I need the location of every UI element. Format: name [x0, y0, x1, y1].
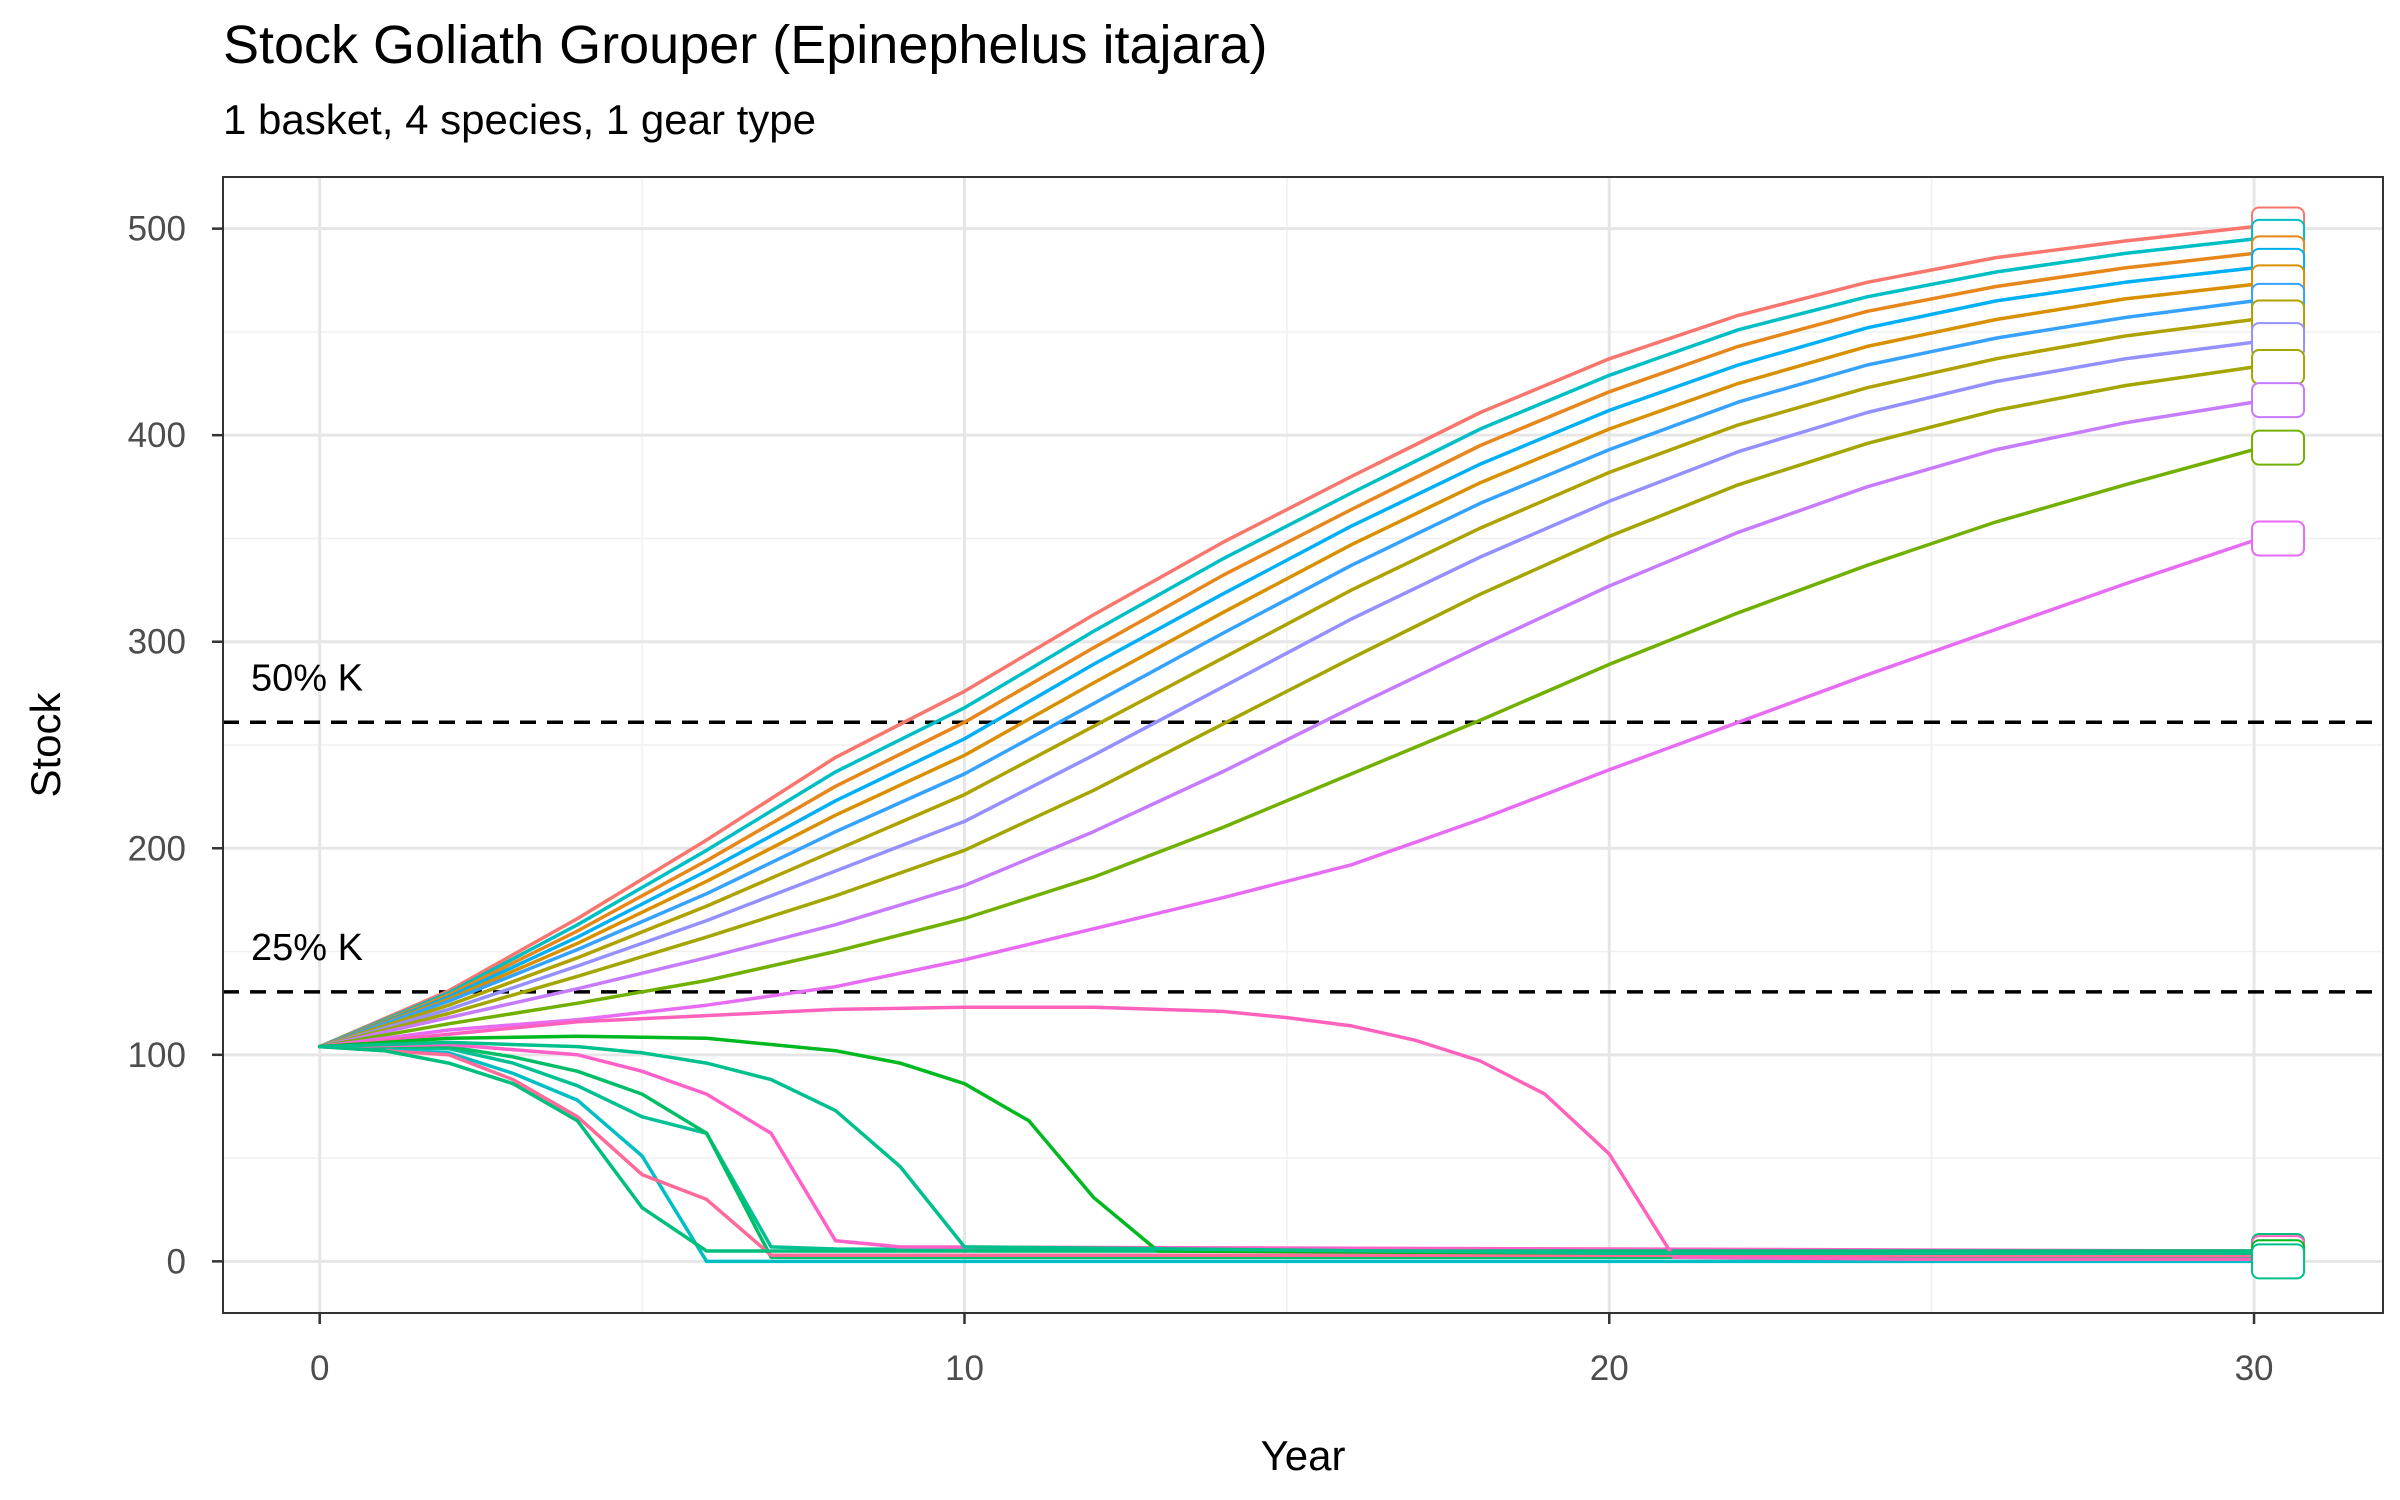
series-line	[317, 340, 2256, 1049]
reference-line-label: 50% K	[251, 657, 363, 699]
y-tick-label: 300	[128, 623, 186, 662]
series-line	[317, 317, 2256, 1049]
y-tick-label: 400	[128, 416, 186, 455]
series-line	[317, 365, 2256, 1049]
x-tick-label: 20	[1590, 1349, 1629, 1388]
y-tick-label: 100	[128, 1036, 186, 1075]
series-line	[317, 538, 2256, 1049]
series-line	[317, 447, 2256, 1049]
series-line	[317, 1005, 2256, 1262]
series-end-label	[2251, 1243, 2306, 1280]
series-end-label	[2251, 382, 2306, 419]
series-lines	[317, 224, 2256, 1264]
series-line	[317, 1044, 2256, 1264]
series-line	[317, 400, 2256, 1049]
y-axis-title: Stock	[22, 691, 69, 797]
end-labels	[2251, 206, 2306, 1280]
y-tick-label: 500	[128, 210, 186, 249]
y-tick-label: 200	[128, 829, 186, 868]
series-line	[317, 266, 2256, 1049]
chart-subtitle: 1 basket, 4 species, 1 gear type	[223, 96, 817, 143]
reference-lines: 50% K 25% K	[223, 657, 2383, 994]
x-tick-label: 10	[945, 1349, 984, 1388]
y-tick-label: 0	[167, 1242, 186, 1281]
reference-line-label: 25% K	[251, 927, 363, 969]
x-tick-label: 0	[310, 1349, 329, 1388]
plot-panel-border	[222, 176, 2384, 1314]
series-line	[317, 237, 2256, 1049]
series-end-label	[2251, 520, 2306, 557]
chart-title: Stock Goliath Grouper (Epinephelus itaja…	[223, 15, 1268, 75]
series-end-label	[2251, 429, 2306, 466]
x-tick-label: 30	[2235, 1349, 2274, 1388]
x-axis-title: Year	[1261, 1432, 1346, 1479]
series-line	[317, 1034, 2256, 1255]
series-line	[317, 224, 2256, 1049]
series-line	[317, 1044, 2256, 1259]
series-end-label	[2251, 349, 2306, 386]
series-line	[317, 1040, 2256, 1255]
grid-layer	[223, 177, 2383, 1313]
series-line	[317, 299, 2256, 1049]
series-line	[317, 282, 2256, 1049]
series-line	[317, 1042, 2256, 1253]
series-line	[317, 251, 2256, 1049]
series-line	[317, 1044, 2256, 1257]
